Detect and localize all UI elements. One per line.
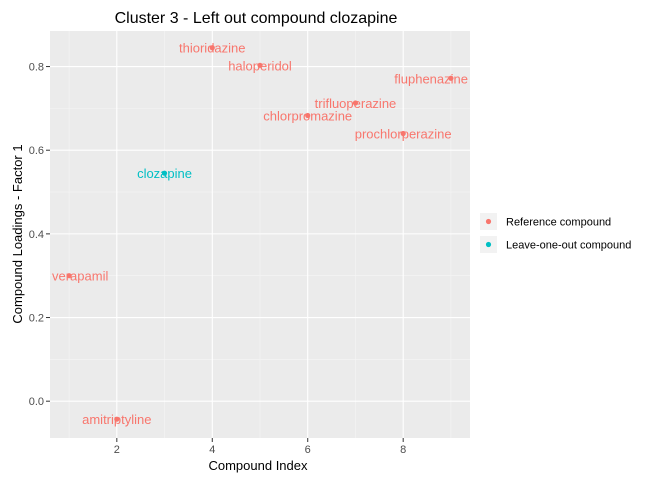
y-tick-label: 0.0 xyxy=(29,396,44,408)
legend-item-label: Reference compound xyxy=(506,217,611,229)
y-tick-label: 0.8 xyxy=(29,62,44,74)
data-point-trifluoperazine xyxy=(352,100,359,106)
data-label-clozapine: clozapine xyxy=(137,166,192,181)
data-point-verapamil xyxy=(66,273,72,279)
data-point-haloperidol xyxy=(257,62,263,68)
x-tick-label: 6 xyxy=(305,444,311,456)
x-axis-ticks: 2 4 6 8 xyxy=(114,438,406,456)
data-points xyxy=(66,45,454,422)
data-label-amitriptyline: amitriptyline xyxy=(82,412,151,427)
data-label-prochlorperazine: prochlorperazine xyxy=(355,126,452,141)
x-axis-title: Compound Index xyxy=(208,458,308,473)
data-point-chlorpromazine xyxy=(305,112,311,119)
x-tick-label: 2 xyxy=(114,444,120,456)
y-tick-label: 0.2 xyxy=(29,313,44,325)
y-axis-title: Compound Loadings - Factor 1 xyxy=(10,144,25,323)
point-labels: verapamil amitriptyline thioridazine halope… xyxy=(52,41,468,427)
x-tick-label: 8 xyxy=(400,444,406,456)
chart-title: Cluster 3 - Left out compound clozapine xyxy=(115,10,398,27)
legend-item-label: Leave-one-out compound xyxy=(506,240,631,252)
y-tick-label: 0.6 xyxy=(29,145,44,157)
data-label-verapamil: verapamil xyxy=(52,269,108,284)
data-point-amitriptyline xyxy=(114,416,120,422)
y-tick-label: 0.4 xyxy=(29,229,44,241)
data-label-trifluoperazine: trifluoperazine xyxy=(315,96,397,111)
grid-lines xyxy=(50,31,470,438)
x-tick-label: 4 xyxy=(209,444,215,456)
data-point-prochlorperazine xyxy=(400,130,406,137)
data-label-thioridazine: thioridazine xyxy=(179,41,246,56)
data-label-chlorpromazine: chlorpromazine xyxy=(263,108,352,123)
data-label-haloperidol: haloperidol xyxy=(228,58,292,73)
y-axis-ticks: 0.0 0.2 0.4 0.6 0.8 xyxy=(29,62,50,408)
legend-key-point xyxy=(485,241,492,248)
data-point-fluphenazine xyxy=(448,75,454,81)
data-point-thioridazine xyxy=(209,45,215,51)
data-label-fluphenazine: fluphenazine xyxy=(394,71,468,86)
legend-key-point xyxy=(485,218,492,225)
legend: Reference compound Leave-one-out compound xyxy=(480,213,631,253)
data-point-clozapine xyxy=(161,170,168,176)
